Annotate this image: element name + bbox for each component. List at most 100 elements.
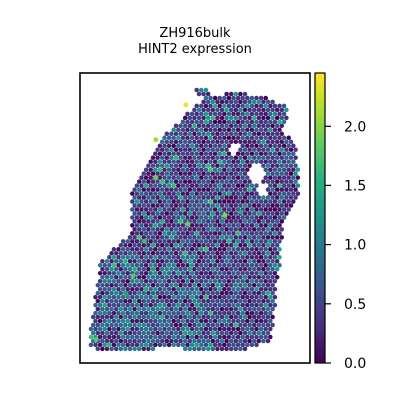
spot	[180, 310, 186, 316]
spot	[194, 318, 199, 324]
spot	[228, 107, 234, 113]
spot	[125, 334, 130, 340]
spot	[270, 227, 275, 232]
spot	[270, 131, 275, 137]
spot	[118, 259, 124, 264]
spot	[268, 286, 273, 292]
spot	[141, 274, 147, 280]
spot	[242, 259, 248, 264]
spot	[217, 278, 222, 284]
spot	[176, 278, 181, 284]
spot	[231, 334, 236, 340]
spot	[155, 298, 160, 304]
spot	[242, 346, 248, 352]
spot	[254, 278, 259, 284]
spot	[192, 131, 197, 137]
spot	[203, 119, 209, 125]
spot	[116, 247, 121, 252]
spot	[268, 231, 273, 236]
spot	[189, 294, 195, 300]
spot	[205, 211, 211, 216]
spot	[141, 298, 147, 304]
spot	[219, 219, 225, 224]
spot	[242, 314, 248, 320]
spot	[120, 294, 126, 300]
spot	[245, 247, 250, 252]
spot	[146, 211, 151, 216]
spot	[224, 243, 229, 248]
spot	[150, 155, 156, 160]
spot	[242, 322, 248, 328]
spot	[107, 326, 112, 332]
spot	[254, 143, 259, 149]
spot	[155, 282, 160, 288]
spot	[118, 298, 124, 304]
spot	[251, 266, 257, 272]
spot	[182, 163, 188, 168]
spot	[162, 167, 167, 172]
spot	[215, 259, 220, 264]
spot	[247, 123, 252, 129]
spot	[203, 334, 209, 340]
spot	[194, 191, 199, 196]
spot	[240, 127, 245, 133]
high-expression-spot	[93, 337, 99, 343]
spot	[258, 278, 264, 284]
spot	[157, 223, 163, 228]
spot	[242, 179, 248, 184]
spot	[134, 239, 140, 244]
spot	[125, 294, 130, 300]
spot	[217, 159, 222, 164]
spot	[217, 270, 222, 276]
spot	[233, 282, 239, 288]
spot	[192, 179, 197, 184]
spot	[228, 195, 234, 200]
spot	[159, 330, 165, 336]
chart-subtitle: HINT2 expression	[138, 42, 252, 57]
spot	[219, 99, 225, 105]
spot	[182, 251, 188, 256]
spot	[104, 346, 110, 352]
spot	[233, 227, 239, 232]
spot	[274, 123, 280, 129]
spot	[123, 338, 128, 344]
spot	[251, 290, 257, 296]
spot	[274, 155, 280, 160]
spot	[205, 139, 211, 145]
spot	[277, 231, 282, 236]
spot	[256, 107, 262, 113]
spot	[233, 107, 239, 113]
spot	[208, 183, 213, 188]
spot	[277, 167, 282, 172]
spot	[196, 195, 202, 200]
spot	[182, 322, 188, 328]
spot	[254, 263, 259, 268]
spot	[217, 119, 222, 125]
spot	[169, 266, 174, 272]
spot	[261, 107, 266, 113]
spot	[157, 159, 163, 164]
spot	[228, 123, 234, 129]
spot	[235, 167, 241, 172]
spot	[185, 294, 190, 300]
spot	[274, 203, 280, 208]
spot	[265, 115, 271, 121]
spot	[205, 155, 211, 160]
spot	[95, 346, 101, 352]
spot	[187, 314, 193, 320]
spot	[141, 243, 147, 248]
spot	[265, 282, 271, 288]
spot	[169, 235, 174, 240]
spot	[272, 119, 278, 125]
spot	[173, 163, 179, 168]
spot	[100, 290, 105, 296]
spot	[254, 326, 259, 332]
spot	[277, 183, 282, 188]
spot	[265, 235, 271, 240]
spot	[134, 191, 140, 196]
spot	[118, 243, 124, 248]
spot	[215, 147, 220, 152]
spot	[189, 302, 195, 308]
spot	[263, 326, 268, 332]
spot	[240, 239, 245, 244]
